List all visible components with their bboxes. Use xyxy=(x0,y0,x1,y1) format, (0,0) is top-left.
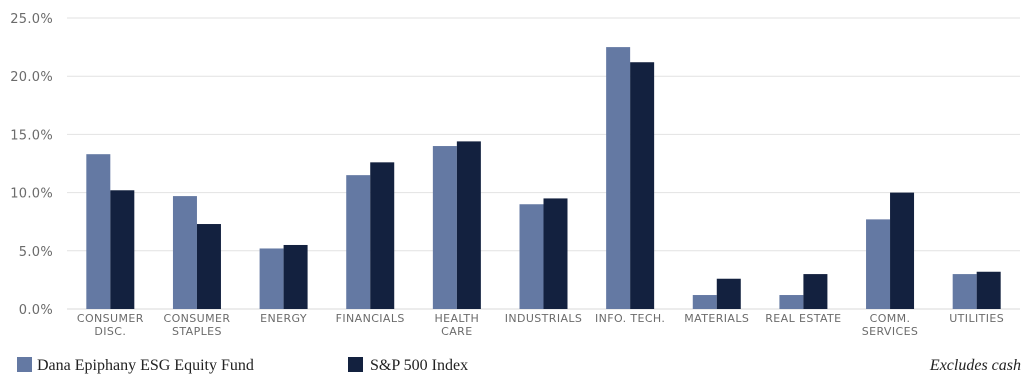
bar-fund xyxy=(952,274,977,309)
x-category-label: CONSUMER xyxy=(164,312,231,325)
x-category-label: INDUSTRIALS xyxy=(505,312,583,325)
bar-fund xyxy=(432,146,457,309)
y-tick-label: 5.0% xyxy=(19,245,53,260)
legend-swatch-index xyxy=(348,357,363,372)
x-category-label: HEALTH xyxy=(434,312,479,325)
legend-item-fund: Dana Epiphany ESG Equity Fund xyxy=(17,357,254,374)
legend-item-index: S&P 500 Index xyxy=(348,357,468,374)
bars-layer xyxy=(86,47,1001,310)
bar-fund xyxy=(866,219,891,309)
legend: Dana Epiphany ESG Equity Fund S&P 500 In… xyxy=(17,357,468,374)
bar-index xyxy=(976,271,1001,309)
x-category-label: REAL ESTATE xyxy=(765,312,841,325)
bar-fund xyxy=(779,295,804,309)
x-category-label: DISC. xyxy=(94,325,126,338)
y-tick-label: 20.0% xyxy=(10,70,53,85)
legend-swatch-fund xyxy=(17,357,32,372)
bar-index xyxy=(890,192,915,309)
bar-index xyxy=(803,274,828,309)
excludes-cash-note: Excludes cash xyxy=(929,357,1021,374)
grid-layer xyxy=(67,17,1020,310)
x-category-label: FINANCIALS xyxy=(336,312,405,325)
bar-index xyxy=(716,278,741,309)
y-tick-label: 10.0% xyxy=(10,187,53,202)
bar-index xyxy=(110,190,135,309)
bar-fund xyxy=(259,248,284,309)
bar-fund xyxy=(606,47,631,309)
bar-index xyxy=(543,198,568,309)
y-axis-ticks: 0.0% 5.0% 10.0% 15.0% 20.0% 25.0% xyxy=(10,12,53,318)
x-category-label: CONSUMER xyxy=(77,312,144,325)
y-tick-label: 0.0% xyxy=(19,303,53,318)
x-category-label: SERVICES xyxy=(862,325,919,338)
bar-fund xyxy=(346,175,371,309)
x-category-label: UTILITIES xyxy=(949,312,1004,325)
bar-index xyxy=(370,162,395,309)
x-category-label: CARE xyxy=(441,325,472,338)
y-tick-label: 25.0% xyxy=(10,12,53,27)
bar-index xyxy=(283,244,308,309)
bar-index xyxy=(630,62,655,310)
bar-fund xyxy=(692,295,717,309)
bar-index xyxy=(456,141,481,309)
bar-fund xyxy=(86,154,111,309)
x-category-label: STAPLES xyxy=(172,325,222,338)
x-category-label: COMM. xyxy=(870,312,911,325)
bar-fund xyxy=(519,204,544,309)
y-tick-label: 15.0% xyxy=(10,128,53,143)
bar-index xyxy=(196,224,221,309)
bar-fund xyxy=(172,196,197,309)
x-category-label: INFO. TECH. xyxy=(595,312,665,325)
x-category-label: MATERIALS xyxy=(684,312,749,325)
legend-label-fund: Dana Epiphany ESG Equity Fund xyxy=(37,357,254,374)
x-category-label: ENERGY xyxy=(260,312,307,325)
legend-label-index: S&P 500 Index xyxy=(370,357,468,374)
